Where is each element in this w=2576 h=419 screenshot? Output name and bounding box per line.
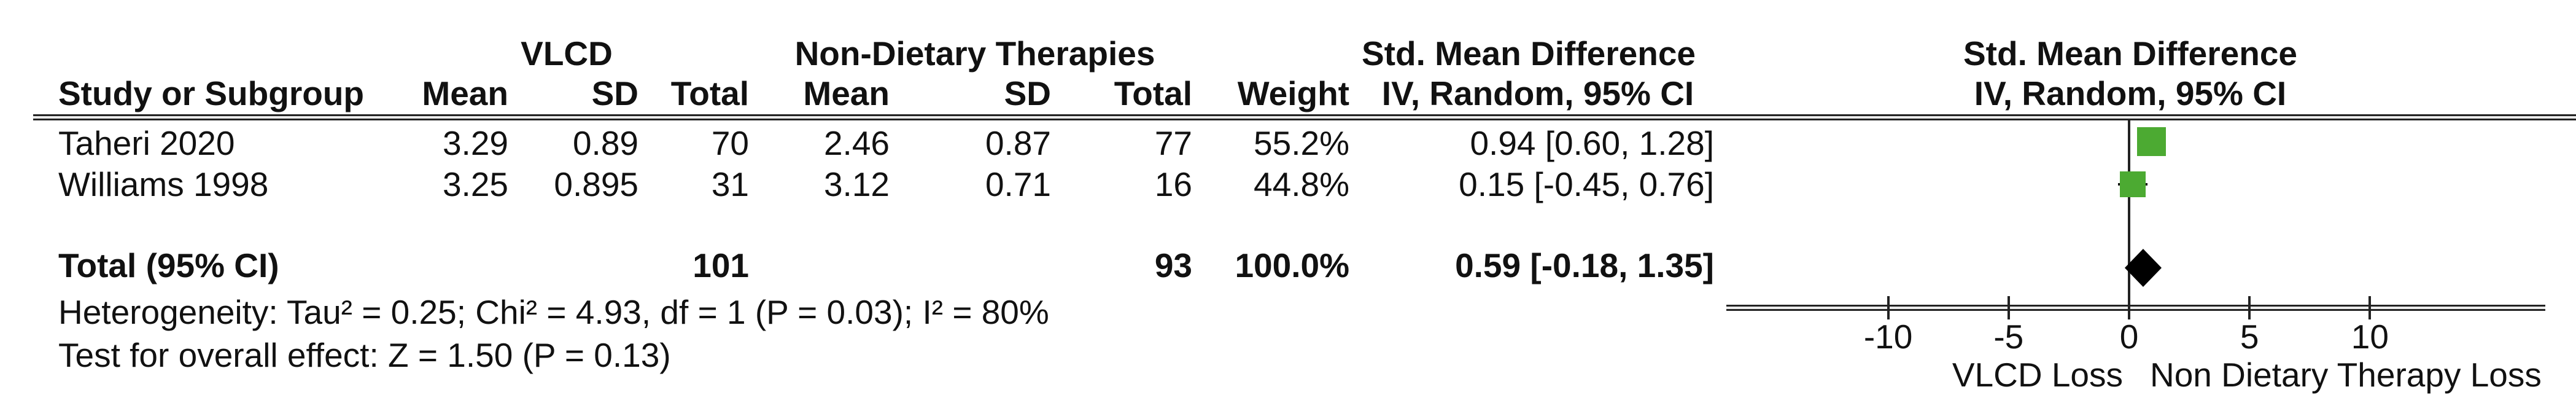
plot-header-iv: IV, Random, 95% CI — [1974, 74, 2287, 112]
col-header-total2: Total — [1114, 74, 1192, 112]
axis-tick — [2248, 296, 2251, 319]
total1-cell: 70 — [711, 124, 749, 162]
col-header-iv: IV, Random, 95% CI — [1381, 74, 1694, 112]
axis-tick — [1887, 296, 1890, 319]
sd1-cell: 0.89 — [572, 124, 638, 162]
total2-cell: 77 — [1154, 124, 1192, 162]
ci-cell: 0.15 [-0.45, 0.76] — [1459, 165, 1714, 203]
col-header-weight: Weight — [1237, 74, 1349, 112]
mean1-cell: 3.29 — [442, 124, 508, 162]
overall-effect-text: Test for overall effect: Z = 1.50 (P = 0… — [58, 336, 671, 374]
ci-cell: 0.94 [0.60, 1.28] — [1470, 124, 1714, 162]
zero-line — [2128, 120, 2130, 308]
study-name: Taheri 2020 — [58, 124, 235, 162]
col-header-study: Study or Subgroup — [58, 74, 365, 112]
col-header-total1: Total — [670, 74, 749, 112]
group-header-vlcd: VLCD — [521, 34, 613, 72]
sd2-cell: 0.87 — [985, 124, 1051, 162]
mean2-cell: 3.12 — [823, 165, 890, 203]
mean1-cell: 3.25 — [442, 165, 508, 203]
axis-tick-label: -10 — [1863, 318, 1913, 356]
study-name: Williams 1998 — [58, 165, 269, 203]
sd1-cell: 0.895 — [554, 165, 638, 203]
heterogeneity-text: Heterogeneity: Tau² = 0.25; Chi² = 4.93,… — [58, 293, 1049, 331]
axis-tick-label: -5 — [1993, 318, 2024, 356]
axis-tick-label: 0 — [2119, 318, 2139, 356]
total-ci-cell: 0.59 [-0.18, 1.35] — [1455, 246, 1714, 284]
col-header-mean1: Mean — [422, 74, 508, 112]
axis-label-right: Non Dietary Therapy Loss — [2150, 356, 2542, 394]
axis-tick-label: 5 — [2240, 318, 2259, 356]
group-header-non-dietary: Non-Dietary Therapies — [794, 34, 1155, 72]
sd2-cell: 0.71 — [985, 165, 1051, 203]
col-header-mean2: Mean — [803, 74, 890, 112]
header-rule — [33, 114, 2576, 120]
axis-line — [1726, 305, 2545, 311]
col-header-sd2: SD — [1004, 74, 1051, 112]
axis-tick — [2007, 296, 2010, 319]
weight-cell: 55.2% — [1254, 124, 1349, 162]
total-total2-cell: 93 — [1154, 246, 1192, 284]
mean2-cell: 2.46 — [823, 124, 890, 162]
col-header-sd1: SD — [591, 74, 638, 112]
total-total1-cell: 101 — [692, 246, 749, 284]
plot-header-smd: Std. Mean Difference — [1963, 34, 2298, 72]
study-marker-square — [2137, 127, 2167, 156]
axis-tick-label: 10 — [2351, 318, 2389, 356]
group-header-smd: Std. Mean Difference — [1361, 34, 1696, 72]
total2-cell: 16 — [1154, 165, 1192, 203]
axis-label-left: VLCD Loss — [1952, 356, 2123, 394]
study-marker-square — [2119, 171, 2146, 197]
weight-cell: 44.8% — [1254, 165, 1349, 203]
total1-cell: 31 — [711, 165, 749, 203]
axis-tick — [2368, 296, 2372, 319]
total-label: Total (95% CI) — [58, 246, 279, 284]
axis-tick — [2128, 296, 2130, 319]
total-weight-cell: 100.0% — [1235, 246, 1349, 284]
